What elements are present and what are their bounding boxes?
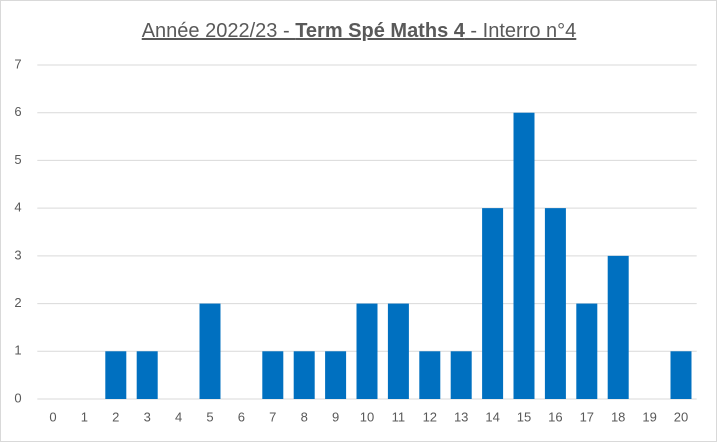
y-tick-label: 6 — [14, 104, 21, 119]
bar — [482, 208, 504, 399]
bar — [199, 303, 221, 399]
x-tick-label: 1 — [81, 409, 88, 424]
x-tick-label: 6 — [238, 409, 245, 424]
bar — [387, 303, 409, 399]
bar — [105, 351, 127, 399]
bar — [262, 351, 284, 399]
bar — [325, 351, 347, 399]
x-tick-label: 9 — [332, 409, 339, 424]
bar — [576, 303, 598, 399]
bar — [293, 351, 315, 399]
bar — [607, 255, 629, 399]
x-tick-label: 14 — [485, 409, 499, 424]
x-tick-label: 17 — [580, 409, 594, 424]
bar — [670, 351, 692, 399]
x-tick-label: 12 — [423, 409, 437, 424]
bar — [136, 351, 158, 399]
x-tick-label: 10 — [360, 409, 374, 424]
x-tick-label: 3 — [144, 409, 151, 424]
x-tick-label: 2 — [112, 409, 119, 424]
chart-title: Année 2022/23 - Term Spé Maths 4 - Inter… — [142, 20, 577, 42]
y-tick-label: 1 — [14, 343, 21, 358]
x-tick-label: 16 — [548, 409, 562, 424]
x-tick-label: 7 — [269, 409, 276, 424]
y-tick-label: 5 — [14, 152, 21, 167]
y-tick-label: 4 — [14, 200, 21, 215]
title-part: Année 2022/23 - — [142, 20, 295, 42]
x-tick-label: 15 — [517, 409, 531, 424]
x-tick-label: 5 — [206, 409, 213, 424]
bar — [419, 351, 441, 399]
x-tick-label: 0 — [49, 409, 56, 424]
x-tick-label: 19 — [642, 409, 656, 424]
x-tick-label: 4 — [175, 409, 182, 424]
y-tick-label: 3 — [14, 247, 21, 262]
bar — [544, 208, 566, 399]
bar — [356, 303, 378, 399]
y-tick-label: 2 — [14, 295, 21, 310]
bar — [450, 351, 472, 399]
x-tick-label: 18 — [611, 409, 625, 424]
y-tick-label: 0 — [14, 390, 21, 405]
title-part: - Interro n°4 — [465, 20, 576, 42]
x-tick-label: 20 — [674, 409, 688, 424]
y-tick-label: 7 — [14, 56, 21, 71]
bar — [513, 112, 535, 399]
x-tick-label: 8 — [301, 409, 308, 424]
x-tick-label: 11 — [392, 409, 406, 424]
title-part: Term Spé Maths 4 — [295, 20, 466, 42]
x-tick-label: 13 — [454, 409, 468, 424]
